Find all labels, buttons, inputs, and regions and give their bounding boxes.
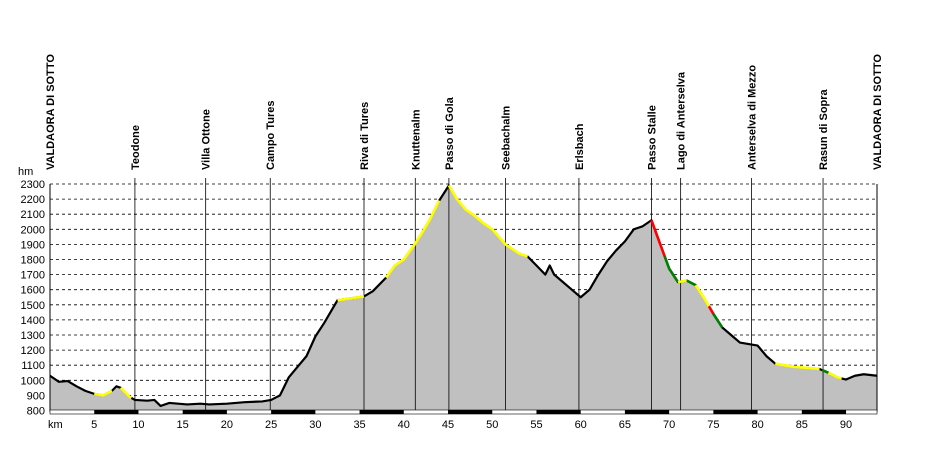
waypoint-vertical-lines xyxy=(134,178,824,412)
waypoint-label-5: Knuttenalm xyxy=(410,109,422,170)
y-axis-unit-label: hm xyxy=(18,166,33,178)
distance-bar-segment-7 xyxy=(713,410,758,414)
waypoint-label-12: Rasun di Sopra xyxy=(818,88,830,170)
waypoint-label-2: Villa Ottone xyxy=(201,109,213,170)
distance-bar-segment-5 xyxy=(536,410,581,414)
waypoint-label-1: Teodone xyxy=(130,125,142,170)
highlight-segment-3 xyxy=(385,200,441,279)
waypoint-label-11: Anterselva di Mezzo xyxy=(746,65,758,170)
highlight-segment-2 xyxy=(337,295,365,302)
distance-bar-segment-1 xyxy=(182,410,227,414)
highlight-segment-12 xyxy=(775,362,820,371)
x-tick-label-75: 75 xyxy=(707,419,719,431)
y-tick-label-2000: 2000 xyxy=(21,224,45,236)
highlight-segment-13 xyxy=(821,368,829,374)
x-tick-label-50: 50 xyxy=(486,419,498,431)
x-tick-label-65: 65 xyxy=(619,419,631,431)
highlight-segment-10 xyxy=(707,305,715,315)
y-tick-label-1200: 1200 xyxy=(21,345,45,357)
distance-bar-segment-2 xyxy=(271,410,316,414)
x-tick-label-40: 40 xyxy=(398,419,410,431)
x-tick-label-35: 35 xyxy=(353,419,365,431)
y-tick-label-2300: 2300 xyxy=(21,179,45,191)
waypoint-labels: VALDAORA DI SOTTO Teodone Villa Ottone Camp… xyxy=(45,54,884,170)
x-tick-label-55: 55 xyxy=(530,419,542,431)
x-tick-label-25: 25 xyxy=(265,419,277,431)
y-tick-label-1700: 1700 xyxy=(21,270,45,282)
x-tick-label-20: 20 xyxy=(221,419,233,431)
highlight-segment-8 xyxy=(686,279,697,287)
distance-bar-segment-8 xyxy=(801,410,847,414)
distance-bar-segment-6 xyxy=(624,410,670,414)
waypoint-label-8: Erlsbach xyxy=(574,123,586,170)
highlight-segment-4 xyxy=(447,184,529,258)
highlight-segment-14 xyxy=(827,371,842,380)
y-tick-label-1600: 1600 xyxy=(21,285,45,297)
x-tick-label-10: 10 xyxy=(132,419,144,431)
y-tick-label-2100: 2100 xyxy=(21,209,45,221)
waypoint-label-0: VALDAORA DI SOTTO xyxy=(45,54,57,170)
waypoint-label-4: Riva di Tures xyxy=(359,102,371,170)
waypoint-label-7: Seebachalm xyxy=(501,106,513,170)
y-tick-labels: 800 900 1000 1100 1200 1300 1400 1500 1600 1700 18… xyxy=(21,179,45,417)
y-tick-label-1000: 1000 xyxy=(21,375,45,387)
x-axis-unit-label: km xyxy=(48,419,63,431)
distance-bar-segment-4 xyxy=(448,410,493,414)
highlight-segment-5 xyxy=(650,219,666,257)
waypoint-label-13: VALDAORA DI SOTTO xyxy=(872,54,884,170)
elevation-area xyxy=(50,185,877,412)
x-tick-labels: 5 10 15 20 25 30 35 40 45 50 55 60 65 70 75 80 85 90 xyxy=(91,419,852,431)
x-tick-label-90: 90 xyxy=(840,419,852,431)
y-tick-label-1400: 1400 xyxy=(21,315,45,327)
highlight-segment-6 xyxy=(663,256,680,283)
waypoint-label-3: Campo Tures xyxy=(265,101,277,170)
y-tick-label-800: 800 xyxy=(27,405,45,417)
waypoint-label-9: Passo Stalle xyxy=(646,105,658,170)
distance-bar-segment-3 xyxy=(359,410,404,414)
y-tick-label-1100: 1100 xyxy=(21,360,45,372)
highlight-segment-11 xyxy=(712,313,724,329)
waypoint-label-6: Passo di Gola xyxy=(444,96,456,170)
highlight-segment-7 xyxy=(677,279,688,284)
x-tick-label-60: 60 xyxy=(575,419,587,431)
x-tick-label-30: 30 xyxy=(309,419,321,431)
distance-scale-bar xyxy=(49,409,878,415)
x-tick-label-85: 85 xyxy=(796,419,808,431)
y-tick-label-1800: 1800 xyxy=(21,254,45,266)
elevation-fill xyxy=(50,185,877,412)
y-tick-label-900: 900 xyxy=(27,390,45,402)
y-tick-label-2200: 2200 xyxy=(21,194,45,206)
highlight-segment-1 xyxy=(119,386,133,400)
y-tick-label-1500: 1500 xyxy=(21,300,45,312)
x-tick-label-45: 45 xyxy=(442,419,454,431)
x-tick-label-5: 5 xyxy=(91,419,97,431)
x-tick-label-15: 15 xyxy=(177,419,189,431)
elevation-line xyxy=(49,184,878,408)
y-tick-label-1300: 1300 xyxy=(21,330,45,342)
highlight-segment-0 xyxy=(94,389,113,397)
x-tick-label-80: 80 xyxy=(751,419,763,431)
y-tick-label-1900: 1900 xyxy=(21,239,45,251)
waypoint-label-10: Lago di Anterselva xyxy=(676,71,688,170)
distance-bar-segment-0 xyxy=(94,410,139,414)
x-tick-label-70: 70 xyxy=(663,419,675,431)
highlight-segment-9 xyxy=(694,284,711,307)
